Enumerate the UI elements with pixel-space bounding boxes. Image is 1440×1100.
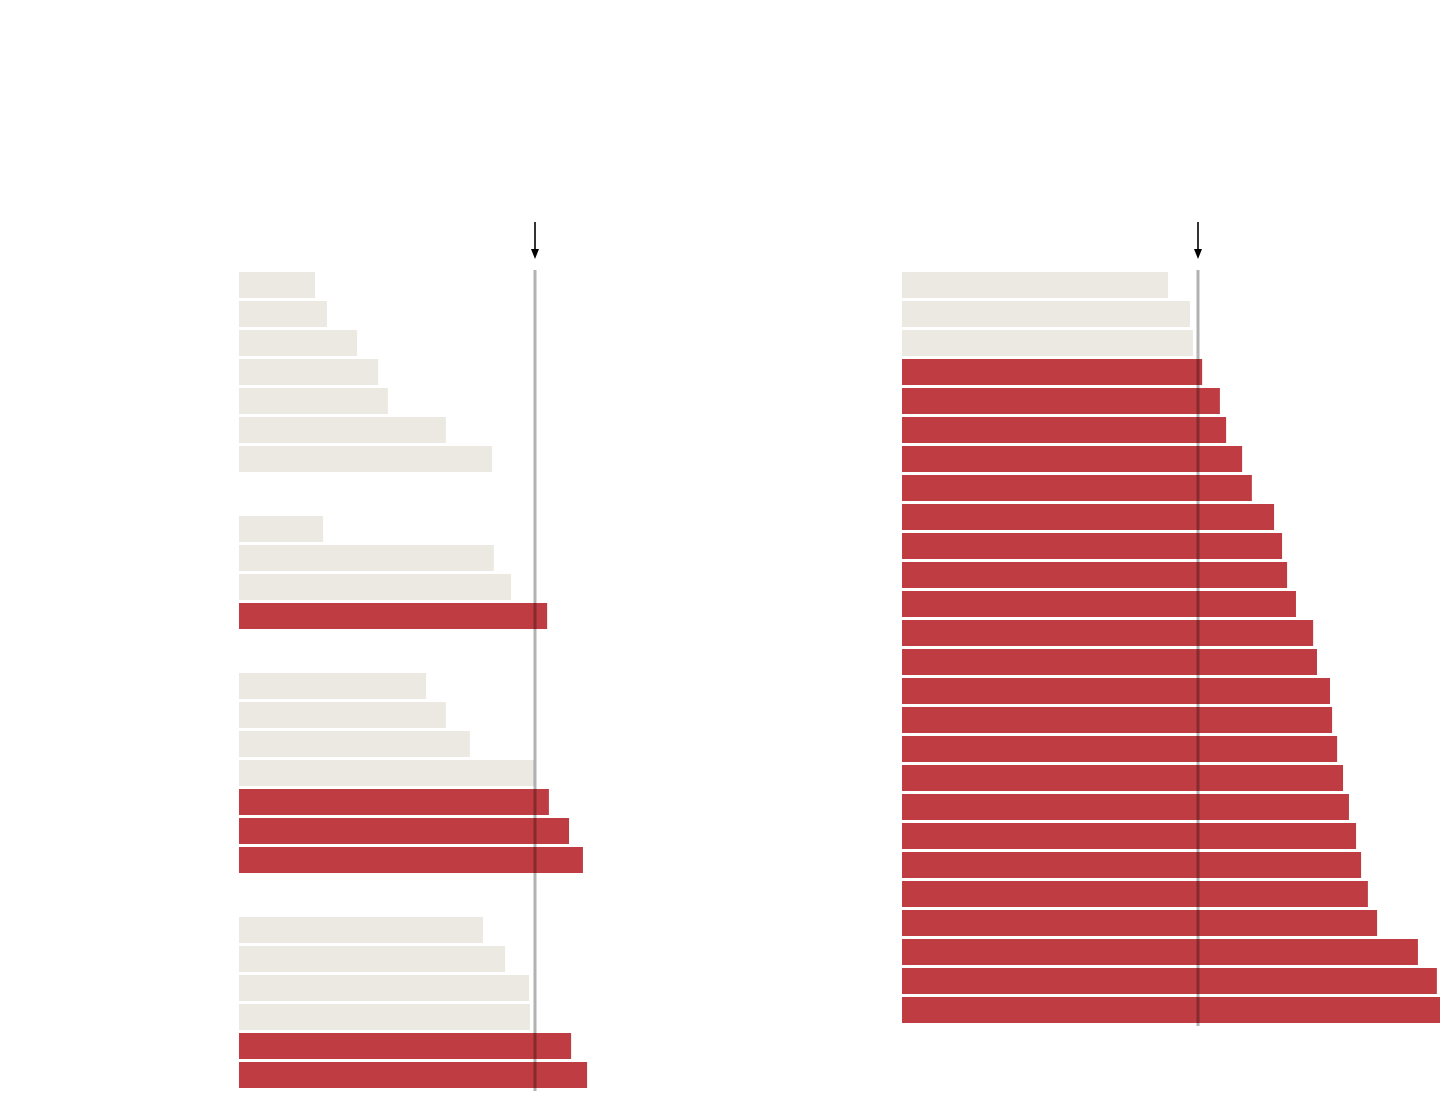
bar xyxy=(902,475,1252,501)
bar xyxy=(239,545,494,571)
bar xyxy=(239,731,470,757)
bar xyxy=(239,702,446,728)
bar xyxy=(239,446,493,472)
bar xyxy=(902,910,1378,936)
bar xyxy=(239,818,570,844)
bar xyxy=(239,574,512,600)
bar xyxy=(902,852,1362,878)
bar xyxy=(239,847,583,873)
bar xyxy=(902,359,1203,385)
bar xyxy=(902,968,1437,994)
bar xyxy=(239,417,446,443)
bar xyxy=(902,765,1344,791)
bar xyxy=(239,1062,588,1088)
bar xyxy=(902,881,1368,907)
bar xyxy=(239,946,506,972)
bar xyxy=(239,359,379,385)
threshold-arrowhead xyxy=(1194,249,1202,259)
bar xyxy=(239,760,535,786)
bar xyxy=(239,603,548,629)
bar xyxy=(239,789,549,815)
bar xyxy=(902,330,1193,356)
bar xyxy=(902,446,1243,472)
bar xyxy=(902,736,1338,762)
bar xyxy=(902,272,1169,298)
bar xyxy=(902,939,1418,965)
bar xyxy=(239,516,324,542)
threshold-arrowhead xyxy=(531,249,539,259)
bar xyxy=(902,562,1288,588)
bar xyxy=(239,1033,572,1059)
bar xyxy=(239,975,530,1001)
bar xyxy=(239,301,327,327)
bar xyxy=(239,388,388,414)
bar xyxy=(902,533,1283,559)
bar xyxy=(239,1004,530,1030)
bar xyxy=(902,388,1220,414)
bar xyxy=(902,620,1314,646)
bar xyxy=(902,707,1333,733)
bar xyxy=(902,504,1275,530)
bar xyxy=(902,794,1349,820)
bar xyxy=(902,591,1296,617)
bar xyxy=(239,917,483,943)
bar xyxy=(239,673,427,699)
bar xyxy=(902,649,1317,675)
bar xyxy=(239,330,358,356)
bar xyxy=(902,417,1227,443)
bar xyxy=(902,823,1357,849)
bar xyxy=(239,272,316,298)
bar xyxy=(902,678,1331,704)
bar xyxy=(902,997,1440,1023)
bar xyxy=(902,301,1191,327)
